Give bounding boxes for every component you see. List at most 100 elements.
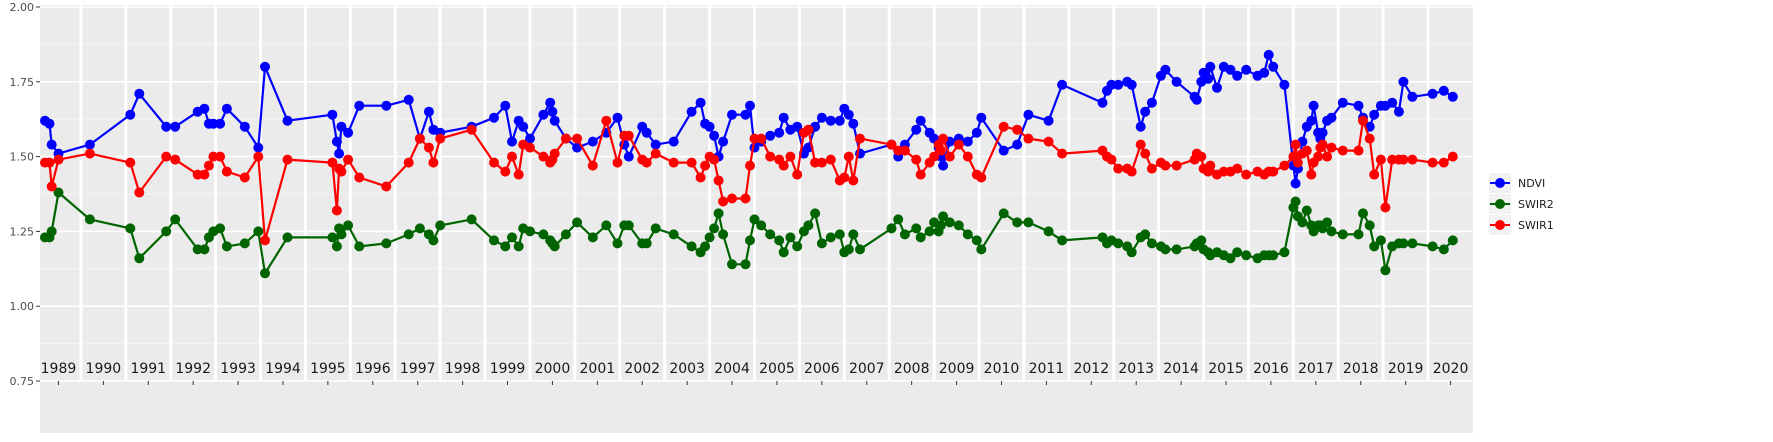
data-point [260,61,270,72]
data-point [336,121,347,132]
data-point [911,223,922,234]
data-point [354,172,365,183]
year-label: 2004 [714,361,750,377]
series-line-swir1 [45,119,1454,242]
data-point [668,136,679,147]
data-point [336,166,347,177]
legend: NDVI SWIR2 SWIR1 [1489,173,1554,235]
data-point [1232,247,1243,258]
year-label: 1996 [355,361,391,377]
year-label: 1993 [220,361,256,377]
data-point [1023,217,1034,228]
legend-label: NDVI [1518,177,1545,190]
data-point [44,118,55,129]
data-point [336,229,347,240]
data-point [239,121,250,132]
data-point [1364,220,1375,231]
data-point [1407,154,1418,165]
data-point [282,115,293,126]
data-point [1308,100,1319,111]
data-point [1241,250,1252,261]
data-point [1297,217,1308,228]
data-point [403,157,414,168]
data-point [1387,97,1398,108]
data-point [538,151,549,162]
data-point [915,169,926,180]
data-point [1398,76,1409,87]
data-point [971,235,982,246]
data-point [938,160,949,171]
data-point [46,181,57,192]
data-point [745,235,755,246]
data-point [215,223,226,234]
data-point [489,112,499,123]
data-point [381,238,392,249]
data-point [810,208,821,219]
data-point [727,259,737,270]
data-point [282,232,293,243]
data-point [572,217,583,228]
major-gridlines [40,6,1473,382]
data-point [1326,142,1337,153]
data-point [704,232,715,243]
data-point [1205,61,1216,72]
data-point [435,133,446,144]
data-point [538,229,549,240]
data-point [1438,85,1449,96]
data-point [1205,160,1216,171]
data-point [1126,166,1137,177]
data-point [253,151,264,162]
data-point [944,217,955,228]
data-point [239,172,250,183]
data-point [843,244,854,255]
y-axis: 0.75 1.00 1.25 1.50 1.75 2.00 [10,1,40,388]
data-point [134,253,145,264]
data-point [253,142,264,153]
data-point [1438,244,1449,255]
data-point [668,157,679,168]
data-point [1146,163,1157,174]
data-point [1160,64,1171,75]
data-point [1196,151,1207,162]
data-point [855,244,865,255]
data-point [1279,247,1290,258]
year-label: 2000 [535,361,571,377]
year-label: 1995 [310,361,346,377]
data-point [1326,226,1337,237]
data-point [1375,154,1386,165]
data-point [199,169,210,180]
data-point [414,133,425,144]
data-point [792,169,803,180]
data-point [998,121,1009,132]
data-point [1447,235,1458,246]
data-point [765,151,776,162]
data-point [834,115,845,126]
data-point [713,175,724,186]
data-point [343,220,354,231]
year-label: 2015 [1208,361,1244,377]
data-point [587,136,598,147]
data-point [547,106,558,117]
data-point [466,214,477,225]
data-point [423,142,434,153]
data-point [1057,148,1068,159]
data-point [1012,124,1023,135]
data-point [718,229,729,240]
data-point [170,121,181,132]
data-point [549,241,560,252]
data-point [1113,79,1124,90]
data-point [641,127,652,138]
data-point [740,259,751,270]
data-point [134,187,145,198]
data-point [718,196,729,207]
year-label: 2010 [984,361,1020,377]
data-point [695,172,706,183]
data-point [381,100,392,111]
data-point [53,187,64,198]
year-label: 2012 [1073,361,1109,377]
year-label: 2014 [1163,361,1199,377]
data-point [709,154,720,165]
data-point [641,238,652,249]
data-point [1140,106,1151,117]
